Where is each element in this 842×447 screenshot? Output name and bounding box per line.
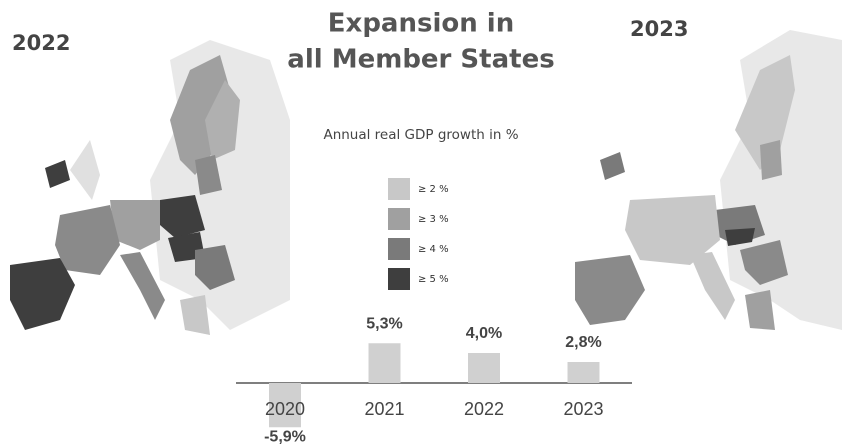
legend-swatch [388,208,410,230]
map-label: 2023 [630,17,688,41]
map-2023 [575,30,842,330]
region [195,245,235,290]
region [70,140,100,200]
region [625,195,720,265]
region [205,80,240,160]
region [55,205,120,275]
title-line: Expansion in [328,9,514,39]
bar [269,383,301,428]
legend-swatch [388,178,410,200]
region [740,240,788,285]
value-label: 5,3% [366,315,402,332]
legend-label: ≥ 3 % [418,214,449,225]
region [690,252,735,320]
x-tick-label: 2021 [364,399,404,419]
region [10,258,75,330]
region [575,255,645,325]
value-label: -5,9% [264,428,306,445]
bar [468,353,500,383]
x-tick-label: 2020 [265,399,305,419]
region [160,195,205,238]
region [45,160,70,188]
region [760,140,782,180]
title-line: all Member States [287,45,554,75]
region [725,228,755,246]
region [110,200,160,250]
legend-label: ≥ 2 % [418,184,449,195]
legend-label: ≥ 5 % [418,274,449,285]
legend-title: Annual real GDP growth in % [323,127,518,143]
region [745,290,775,330]
value-label: 4,0% [466,325,502,342]
value-label: 2,8% [565,334,601,351]
x-tick-label: 2022 [464,399,504,419]
legend-swatch [388,238,410,260]
x-tick-label: 2023 [563,399,603,419]
region [600,152,625,180]
map-label: 2022 [12,31,70,55]
bar [368,343,401,383]
legend-swatch [388,268,410,290]
map-2022 [10,40,290,335]
legend-label: ≥ 4 % [418,244,449,255]
region [195,155,222,195]
region [120,252,165,320]
region [180,295,210,335]
bar [567,362,600,383]
